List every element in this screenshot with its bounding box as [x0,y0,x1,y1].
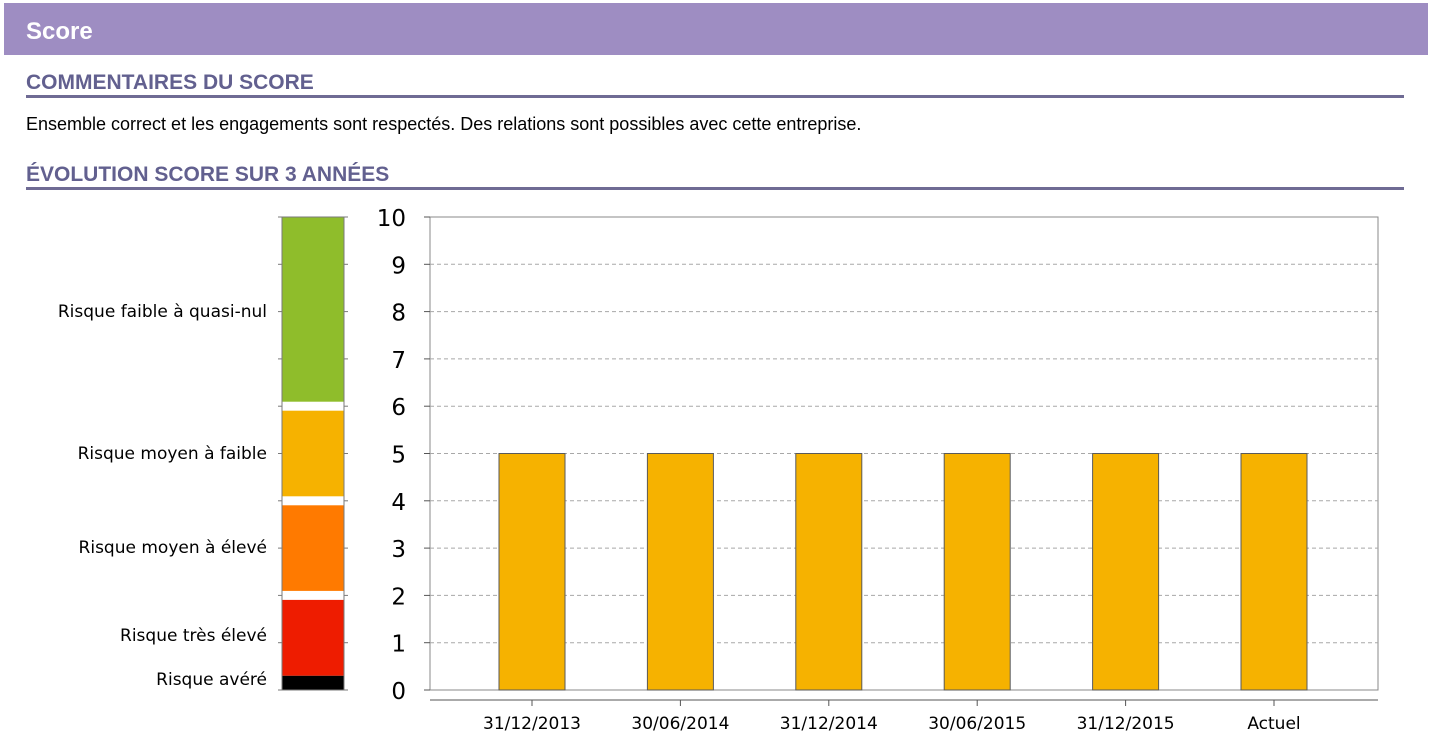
y-tick-label: 1 [391,632,406,658]
risk-segment [282,505,344,591]
risk-label: Risque moyen à élevé [78,538,267,559]
header-bar: Score [4,3,1428,55]
bar [646,453,714,691]
y-tick-label: 5 [391,443,406,469]
risk-segment [282,675,344,690]
y-tick-label: 4 [391,490,406,516]
y-tick-label: 10 [377,206,406,232]
comments-section-title: COMMENTAIRES DU SCORE [26,70,1404,98]
risk-label: Risque moyen à faible [77,443,267,464]
x-tick-label: 31/12/2013 [483,714,581,734]
risk-scale-bar [278,216,348,691]
y-tick-label: 3 [391,537,406,563]
x-tick-label: Actuel [1247,714,1300,734]
page-title: Score [26,18,93,45]
bar [1240,453,1308,691]
y-tick-label: 8 [391,301,406,327]
risk-label: Risque avéré [156,670,267,690]
risk-segment [282,217,344,402]
y-tick-label: 9 [391,253,406,279]
bar [1092,453,1160,691]
evolution-section-title: ÉVOLUTION SCORE SUR 3 ANNÉES [26,162,1404,190]
bar [498,453,566,691]
y-tick-label: 2 [391,584,406,610]
bar [795,453,863,691]
y-tick-label: 0 [391,679,406,705]
x-tick-label: 30/06/2014 [631,714,729,734]
risk-label: Risque très élevé [120,625,267,646]
y-tick-label: 6 [391,395,406,421]
plot-area [429,216,1379,691]
x-tick-label: 31/12/2014 [780,714,878,734]
risk-segment [282,410,344,497]
bar [943,453,1011,691]
risk-segment [282,599,344,676]
x-tick-label: 30/06/2015 [928,714,1026,734]
risk-label: Risque faible à quasi-nul [57,301,267,322]
y-tick-label: 7 [391,348,406,374]
score-comment: Ensemble correct et les engagements sont… [26,114,862,134]
x-tick-label: 31/12/2015 [1077,714,1175,734]
score-bar-chart: 0 1 2 3 4 5 6 7 8 9 10 31/12/2013 30/06/2014 31/12/20… [377,206,1379,734]
